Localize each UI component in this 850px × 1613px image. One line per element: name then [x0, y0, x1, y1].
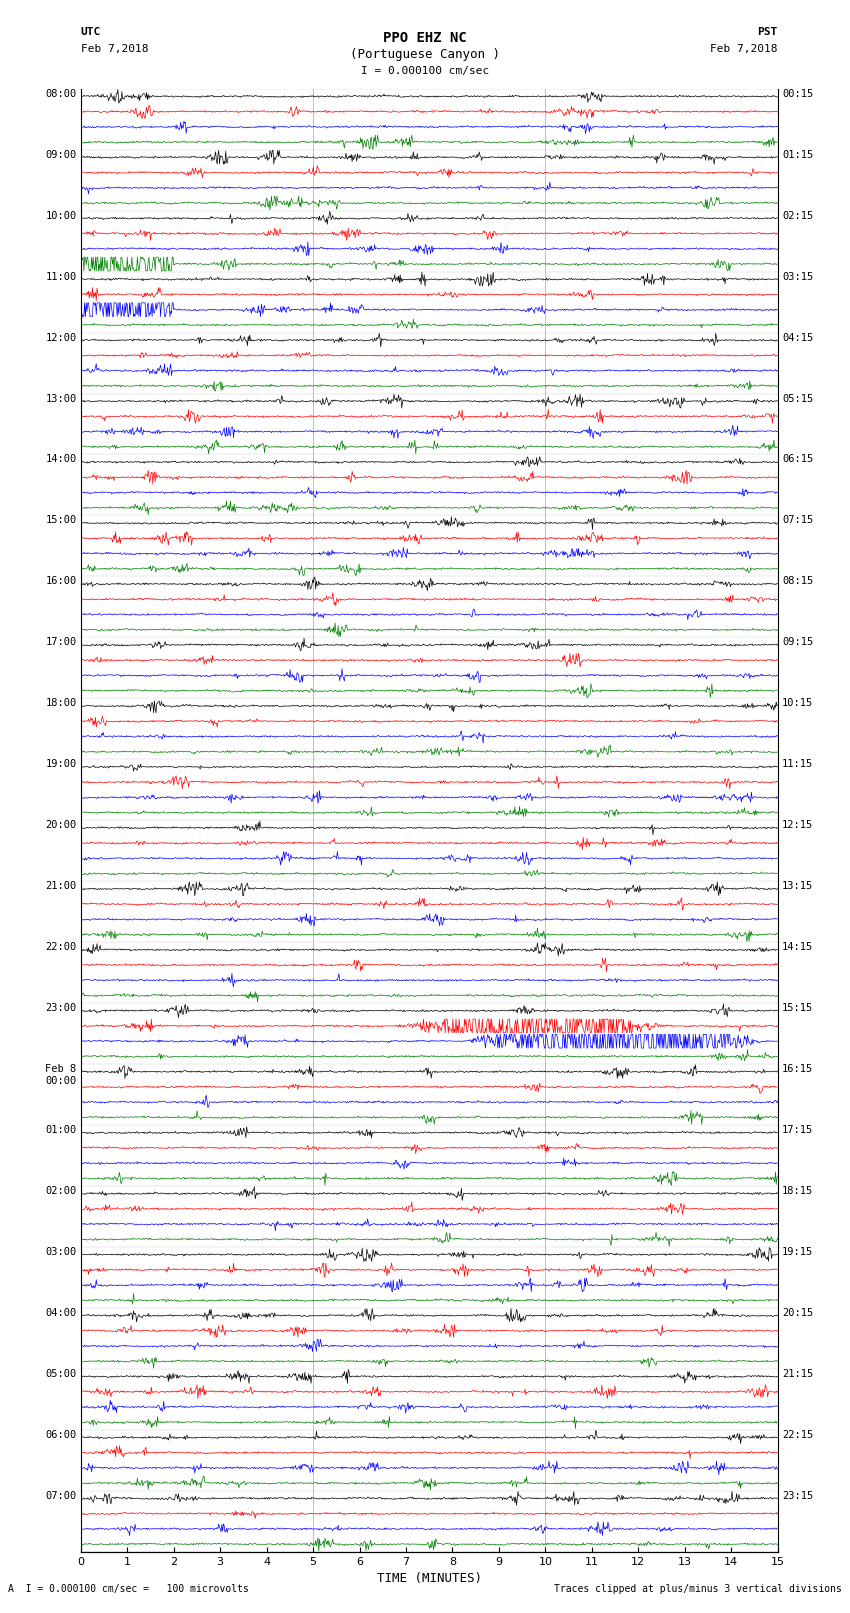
Text: I = 0.000100 cm/sec: I = 0.000100 cm/sec: [361, 66, 489, 76]
Text: (Portuguese Canyon ): (Portuguese Canyon ): [350, 48, 500, 61]
Text: Traces clipped at plus/minus 3 vertical divisions: Traces clipped at plus/minus 3 vertical …: [553, 1584, 842, 1594]
Text: A  I = 0.000100 cm/sec =   100 microvolts: A I = 0.000100 cm/sec = 100 microvolts: [8, 1584, 249, 1594]
Text: UTC: UTC: [81, 27, 101, 37]
Text: PPO EHZ NC: PPO EHZ NC: [383, 31, 467, 45]
Text: PST: PST: [757, 27, 778, 37]
Text: Feb 7,2018: Feb 7,2018: [81, 44, 148, 53]
X-axis label: TIME (MINUTES): TIME (MINUTES): [377, 1573, 482, 1586]
Text: Feb 7,2018: Feb 7,2018: [711, 44, 778, 53]
